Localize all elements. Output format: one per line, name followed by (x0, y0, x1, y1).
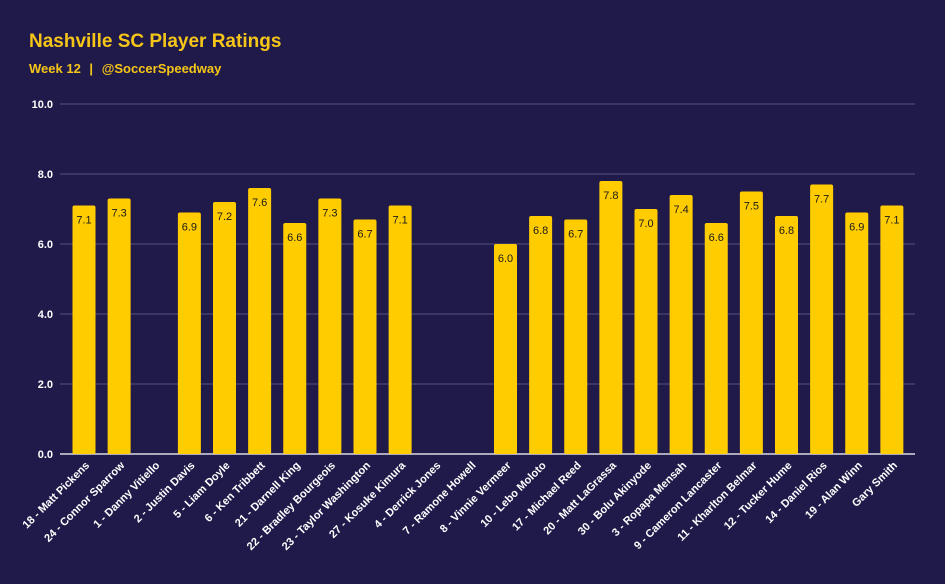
bar (739, 191, 763, 454)
x-tick-label: 21 - Darnell King (233, 460, 303, 530)
bar-value-label: 6.7 (357, 229, 372, 241)
bar-value-label: 7.6 (252, 197, 267, 209)
bar (810, 184, 834, 454)
bar (845, 212, 869, 454)
x-tick-label: 1 - Danny Vitiello (91, 459, 162, 530)
bar-layer (72, 181, 904, 454)
subtitle-week: Week 12 (29, 61, 81, 76)
bar-value-label: 7.4 (673, 204, 688, 216)
y-tick-label: 4.0 (38, 309, 53, 321)
y-tick-label: 10.0 (32, 99, 53, 111)
bar-value-label: 7.8 (603, 190, 618, 202)
x-tick-label: 18 - Matt Pickens (21, 460, 93, 532)
bar-value-label: 6.9 (182, 222, 197, 234)
bar (704, 223, 728, 454)
bar-value-label: 7.1 (76, 215, 91, 227)
grid-layer (60, 103, 915, 455)
bar-value-label: 6.8 (533, 225, 548, 237)
bar-value-label: 7.3 (111, 208, 126, 220)
label-layer: 0.0 2.0 4.0 6.0 8.0 10.0 7.1 18 - Matt Pickens 7… (21, 99, 901, 553)
bar (177, 212, 201, 454)
bar-value-label: 6.6 (709, 232, 724, 244)
bar (213, 202, 236, 454)
bar (72, 205, 96, 454)
bar (248, 188, 272, 454)
bar (107, 198, 131, 454)
x-tick-label: 10 - Lebo Moloto (478, 459, 548, 529)
subtitle-separator: | (89, 61, 94, 76)
bar-value-label: 6.0 (498, 253, 513, 265)
y-tick-label: 2.0 (38, 379, 53, 391)
chart-subtitle: Week 12 | @SoccerSpeedway (29, 61, 221, 76)
chart-title: Nashville SC Player Ratings (29, 31, 282, 52)
bar-value-label: 7.2 (217, 211, 232, 223)
bar-value-label: 7.1 (392, 215, 407, 227)
bar (880, 205, 904, 454)
x-tick-label: 6 - Ken Tribbett (203, 459, 268, 524)
y-tick-label: 0.0 (38, 449, 53, 461)
bar-value-label: 6.7 (568, 229, 583, 241)
subtitle-handle: @SoccerSpeedway (101, 61, 222, 76)
x-tick-label: 4 - Derrick Jones (372, 460, 443, 531)
bar (599, 181, 623, 454)
bar (318, 198, 342, 454)
bar (494, 244, 517, 454)
bar (669, 195, 693, 454)
bar-value-label: 6.6 (287, 232, 302, 244)
bar (775, 216, 798, 454)
bar-value-label: 6.8 (779, 225, 794, 237)
x-tick-label: 2 - Justin Davis (132, 460, 198, 526)
bar (388, 205, 412, 454)
bar-value-label: 7.3 (322, 208, 337, 220)
y-tick-label: 8.0 (38, 169, 53, 181)
bar-value-label: 7.1 (884, 215, 899, 227)
bar (564, 219, 588, 454)
bar (529, 216, 553, 454)
bar-value-label: 7.5 (744, 201, 759, 213)
y-tick-label: 6.0 (38, 239, 53, 251)
bar-value-label: 6.9 (849, 222, 864, 234)
bar (634, 209, 658, 454)
bar-value-label: 7.0 (638, 218, 653, 230)
bar (353, 219, 377, 454)
bar-value-label: 7.7 (814, 194, 829, 206)
bar (283, 223, 307, 454)
x-tick-label: 14 - Daniel Rios (763, 460, 829, 526)
